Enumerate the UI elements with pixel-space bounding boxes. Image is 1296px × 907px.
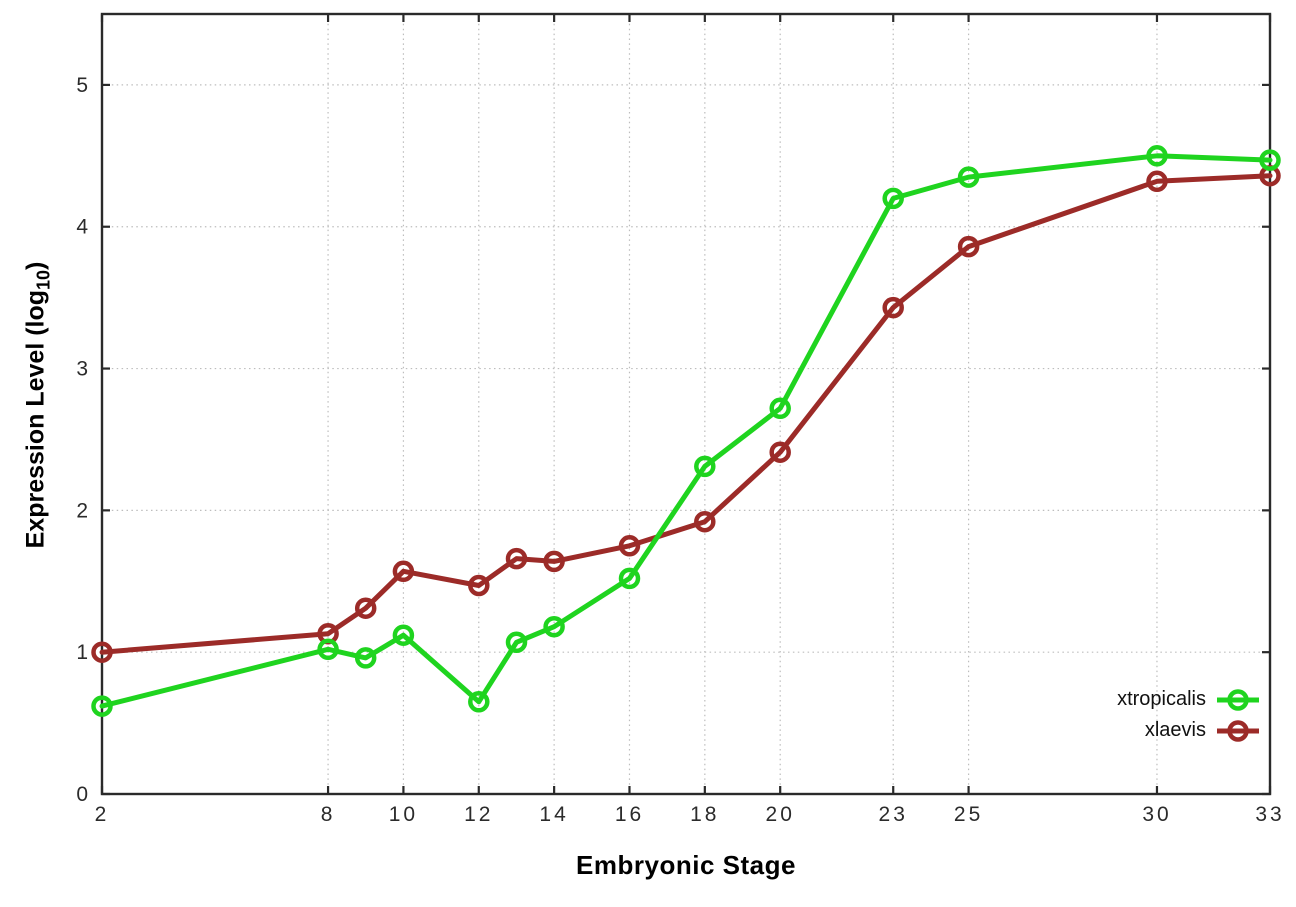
- xlaevis-point: [957, 235, 980, 258]
- xlaevis-point: [468, 574, 490, 597]
- axis-ticks: [100, 14, 1272, 796]
- gridlines: [102, 14, 1271, 794]
- svg-text:14: 14: [539, 803, 568, 826]
- xtropicalis-point: [694, 455, 716, 478]
- xtropicalis-point: [618, 567, 641, 590]
- xtropicalis-point: [317, 638, 339, 661]
- svg-text:2: 2: [95, 803, 110, 826]
- xtropicalis-point: [543, 615, 565, 638]
- legend-item-xlaevis: xlaevis: [1145, 717, 1260, 744]
- xtropicalis-point: [769, 397, 791, 420]
- xlaevis-point: [91, 641, 113, 663]
- svg-text:0: 0: [76, 783, 88, 806]
- svg-text:1: 1: [76, 641, 88, 664]
- xlaevis-point: [694, 510, 716, 533]
- svg-text:3: 3: [76, 358, 88, 381]
- xtropicalis-point: [1146, 145, 1168, 167]
- xlaevis-point: [543, 550, 565, 573]
- x-axis-title: Embryonic Stage: [576, 850, 796, 880]
- svg-text:25: 25: [954, 803, 983, 826]
- xtropicalis-point: [468, 691, 490, 713]
- y-tick-labels: 0 1 2 3 4 5: [76, 74, 88, 806]
- svg-text:2: 2: [76, 499, 88, 522]
- xlaevis-point: [769, 441, 791, 463]
- svg-text:16: 16: [615, 803, 644, 826]
- svg-text:33: 33: [1255, 803, 1284, 826]
- xlaevis-point: [354, 597, 377, 619]
- svg-text:30: 30: [1142, 803, 1171, 826]
- svg-text:12: 12: [464, 803, 493, 826]
- series-xlaevis: [91, 164, 1281, 663]
- series-xtropicalis: [91, 145, 1281, 717]
- svg-text:23: 23: [879, 803, 908, 826]
- xtropicalis-point: [505, 631, 528, 654]
- xtropicalis-point: [882, 187, 904, 210]
- svg-text:18: 18: [690, 803, 719, 826]
- xtropicalis-point: [91, 695, 113, 717]
- svg-text:8: 8: [321, 803, 336, 826]
- xlaevis-point: [505, 547, 528, 570]
- xtropicalis-point: [1259, 149, 1281, 171]
- xlaevis-point: [392, 560, 415, 583]
- plot-border: [100, 12, 1272, 796]
- xtropicalis-marker-icon: [1217, 688, 1259, 711]
- xlaevis-marker-icon: [1217, 719, 1259, 742]
- xlaevis-point: [882, 296, 904, 319]
- legend: xtropicalis xlaevis: [1117, 686, 1260, 744]
- xtropicalis-point: [392, 624, 415, 646]
- xlaevis-point: [1146, 170, 1168, 193]
- svg-text:5: 5: [76, 74, 88, 97]
- y-axis-title: Expression Level (log10): [22, 262, 55, 549]
- xlaevis-line: [99, 173, 1273, 655]
- svg-text:10: 10: [389, 803, 418, 826]
- legend-item-xtropicalis: xtropicalis: [1117, 686, 1260, 713]
- svg-text:4: 4: [76, 216, 88, 239]
- xtropicalis-line: [99, 153, 1273, 709]
- legend-label-xlaevis: xlaevis: [1144, 719, 1206, 741]
- y-axis-title-suffix: ): [21, 261, 50, 270]
- y-axis-title-text: Expression Level (log: [21, 289, 50, 549]
- svg-text:20: 20: [766, 803, 795, 826]
- xlaevis-point: [618, 535, 641, 557]
- y-axis-title-subscript: 10: [33, 269, 54, 290]
- x-tick-labels: 2 8 10 12 14 16 18 20 23 25 30 33: [95, 803, 1284, 826]
- xtropicalis-point: [957, 166, 980, 188]
- legend-label-xtropicalis: xtropicalis: [1117, 688, 1206, 710]
- xtropicalis-point: [354, 647, 377, 669]
